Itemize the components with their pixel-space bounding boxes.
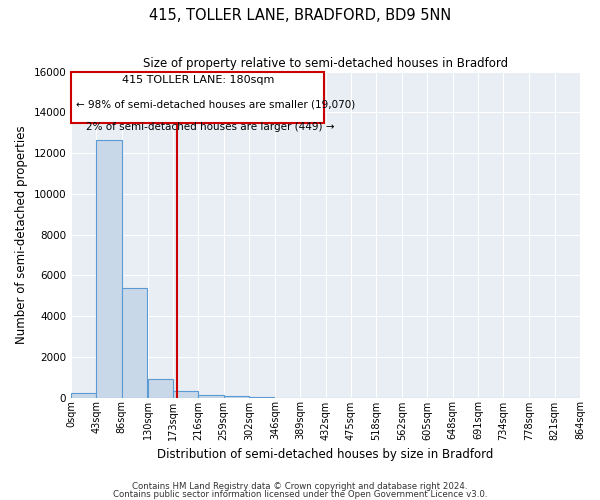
Bar xyxy=(173,392,199,398)
Bar xyxy=(97,140,122,398)
Bar xyxy=(148,379,173,398)
Bar xyxy=(122,288,147,398)
Bar xyxy=(224,396,249,398)
X-axis label: Distribution of semi-detached houses by size in Bradford: Distribution of semi-detached houses by … xyxy=(157,448,494,461)
Text: 2% of semi-detached houses are larger (449) →: 2% of semi-detached houses are larger (4… xyxy=(86,122,335,132)
FancyBboxPatch shape xyxy=(71,72,325,122)
Title: Size of property relative to semi-detached houses in Bradford: Size of property relative to semi-detach… xyxy=(143,58,508,70)
Text: ← 98% of semi-detached houses are smaller (19,070): ← 98% of semi-detached houses are smalle… xyxy=(76,100,356,110)
Y-axis label: Number of semi-detached properties: Number of semi-detached properties xyxy=(15,126,28,344)
Text: Contains public sector information licensed under the Open Government Licence v3: Contains public sector information licen… xyxy=(113,490,487,499)
Bar xyxy=(249,397,274,398)
Bar xyxy=(199,396,224,398)
Text: 415, TOLLER LANE, BRADFORD, BD9 5NN: 415, TOLLER LANE, BRADFORD, BD9 5NN xyxy=(149,8,451,22)
Text: Contains HM Land Registry data © Crown copyright and database right 2024.: Contains HM Land Registry data © Crown c… xyxy=(132,482,468,491)
Text: 415 TOLLER LANE: 180sqm: 415 TOLLER LANE: 180sqm xyxy=(122,75,274,85)
Bar xyxy=(71,394,97,398)
